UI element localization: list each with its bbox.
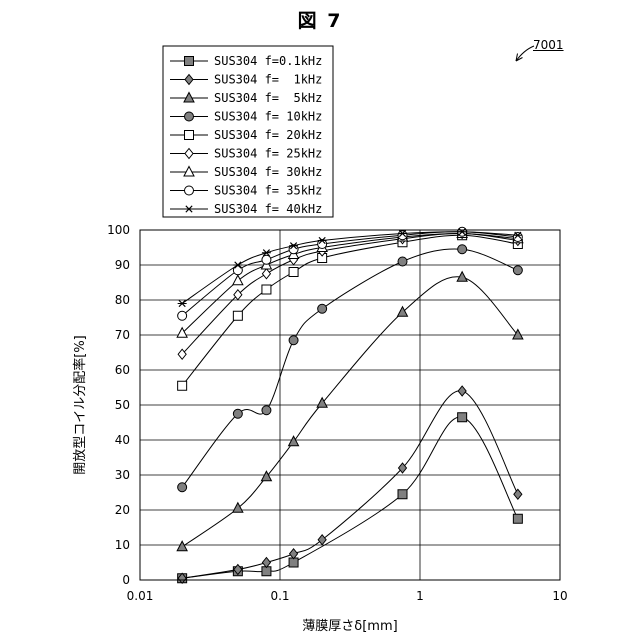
- series-7: [177, 228, 523, 337]
- y-tick-label: 0: [122, 573, 130, 587]
- legend-label: SUS304 f= 1kHz: [214, 73, 322, 87]
- y-tick-label: 40: [115, 433, 130, 447]
- data-point: [398, 257, 407, 266]
- data-point: [289, 336, 298, 345]
- data-point: [262, 285, 271, 294]
- y-tick-label: 60: [115, 363, 130, 377]
- data-point: [262, 558, 270, 568]
- series-1: [178, 413, 523, 583]
- y-axis-label: 開放型コイル分配率[%]: [72, 335, 88, 475]
- legend-label: SUS304 f= 35kHz: [214, 184, 322, 198]
- data-point: [233, 409, 242, 418]
- legend-marker: [185, 112, 194, 121]
- data-point: [289, 268, 298, 277]
- y-tick-label: 80: [115, 293, 130, 307]
- y-tick-label: 20: [115, 503, 130, 517]
- data-point: [318, 535, 326, 545]
- series-line: [182, 232, 518, 316]
- legend-label: SUS304 f= 5kHz: [214, 91, 322, 105]
- data-point: [262, 406, 271, 415]
- data-point: [318, 304, 327, 313]
- ticks: 0.010.11100102030405060708090100: [107, 223, 568, 603]
- legend-label: SUS304 f=0.1kHz: [214, 54, 322, 68]
- grid: [140, 230, 560, 580]
- legend: SUS304 f=0.1kHz SUS304 f= 1kHz SUS304 f= 5…: [163, 46, 333, 217]
- series-5: [178, 231, 523, 391]
- series-line: [182, 233, 518, 333]
- legend-label: SUS304 f= 40kHz: [214, 202, 322, 216]
- legend-label: SUS304 f= 25kHz: [214, 147, 322, 161]
- data-point: [178, 381, 187, 390]
- reference-arrow: [516, 46, 534, 61]
- data-point: [234, 290, 242, 300]
- legend-marker: [185, 131, 194, 140]
- series-line: [182, 417, 518, 578]
- data-point: [458, 386, 466, 396]
- series-2: [178, 386, 522, 583]
- data-point: [178, 311, 187, 320]
- data-point: [290, 549, 298, 559]
- data-point: [513, 514, 522, 523]
- data-point: [458, 245, 467, 254]
- series-line: [182, 277, 518, 547]
- legend-marker: [185, 186, 194, 195]
- legend-label: SUS304 f= 20kHz: [214, 128, 322, 142]
- data-point: [398, 307, 408, 317]
- data-point: [262, 269, 270, 279]
- x-tick-label: 1: [416, 589, 424, 603]
- data-point: [514, 489, 522, 499]
- series-3: [177, 272, 523, 551]
- series-line: [182, 235, 518, 386]
- x-tick-label: 0.01: [127, 589, 154, 603]
- legend-label: SUS304 f= 30kHz: [214, 165, 322, 179]
- x-tick-label: 0.1: [270, 589, 289, 603]
- y-tick-label: 10: [115, 538, 130, 552]
- x-axis-label: 薄膜厚さδ[mm]: [302, 619, 397, 634]
- data-point: [233, 311, 242, 320]
- y-tick-label: 50: [115, 398, 130, 412]
- legend-item: SUS304 f=0.1kHz: [170, 54, 322, 68]
- data-point: [233, 275, 243, 285]
- data-point: [398, 231, 407, 240]
- y-tick-label: 100: [107, 223, 130, 237]
- y-tick-label: 70: [115, 328, 130, 342]
- legend-label: SUS304 f= 10kHz: [214, 110, 322, 124]
- data-point: [233, 503, 243, 513]
- series-4: [178, 245, 523, 492]
- y-tick-label: 90: [115, 258, 130, 272]
- series-8: [178, 227, 523, 320]
- legend-item: SUS304 f= 20kHz: [170, 128, 322, 142]
- data-point: [262, 255, 271, 264]
- legend-marker: [185, 57, 194, 66]
- y-tick-label: 30: [115, 468, 130, 482]
- data-point: [458, 413, 467, 422]
- data-point: [513, 233, 522, 242]
- x-tick-label: 10: [552, 589, 567, 603]
- data-point: [177, 541, 187, 551]
- data-point: [177, 328, 187, 338]
- data-point: [178, 483, 187, 492]
- series-6: [178, 229, 522, 360]
- data-point: [398, 490, 407, 499]
- series-line: [182, 232, 518, 304]
- data-point: [513, 266, 522, 275]
